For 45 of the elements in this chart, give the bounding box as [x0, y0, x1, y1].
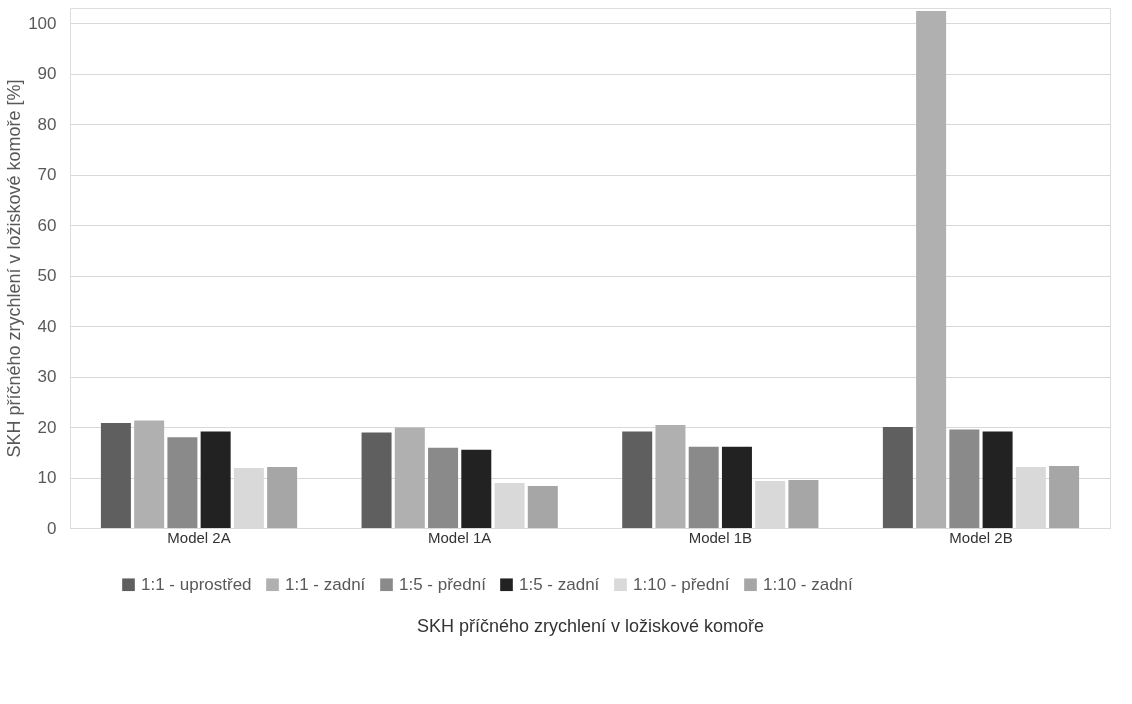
legend-label: 1:10 - zadní	[763, 574, 854, 594]
bar	[361, 432, 392, 528]
x-tick-label: Model 1A	[427, 528, 492, 546]
bar	[1049, 465, 1080, 528]
y-tick-label: 80	[37, 114, 57, 134]
bar	[788, 480, 819, 528]
x-tick-label: Model 2A	[167, 528, 231, 546]
bar	[755, 481, 786, 528]
legend-label: 1:10 - přední	[633, 574, 730, 594]
y-tick-label: 20	[37, 417, 57, 437]
y-tick-label: 30	[37, 367, 57, 387]
y-tick-label: 50	[37, 266, 57, 286]
y-tick-label: 40	[37, 316, 57, 336]
bar	[394, 427, 425, 528]
y-tick-label: 10	[37, 468, 57, 488]
bar	[100, 422, 131, 528]
bar	[982, 431, 1013, 528]
bar	[200, 431, 231, 528]
x-axis-title: SKH příčného zrychlení v ložiskové komoře	[416, 615, 765, 636]
bar	[622, 431, 653, 528]
bar	[721, 446, 752, 528]
bar	[882, 427, 913, 528]
bar	[688, 446, 719, 528]
legend-label: 1:1 - uprostřed	[141, 574, 252, 594]
y-tick-label: 90	[37, 64, 57, 84]
x-tick-label: Model 2B	[949, 528, 1013, 546]
bar	[916, 11, 947, 528]
legend-label: 1:1 - zadní	[285, 574, 366, 594]
legend-label: 1:5 - zadní	[519, 574, 600, 594]
legend-label: 1:5 - přední	[399, 574, 487, 594]
bar	[167, 437, 198, 528]
bar	[134, 420, 165, 528]
x-tick-label: Model 1B	[688, 528, 753, 546]
y-tick-label: 0	[47, 518, 57, 538]
y-tick-label: 70	[37, 165, 57, 185]
bar	[527, 486, 558, 528]
bar	[461, 449, 492, 528]
bar	[949, 429, 980, 528]
y-axis-title: SKH příčného zrychlení v ložiskové komoře [%]	[4, 79, 25, 458]
bar	[655, 425, 686, 528]
bar	[428, 447, 459, 528]
bar	[494, 483, 525, 528]
y-tick-label: 60	[37, 215, 57, 235]
y-tick-label: 100	[28, 13, 57, 33]
bar	[267, 466, 298, 528]
